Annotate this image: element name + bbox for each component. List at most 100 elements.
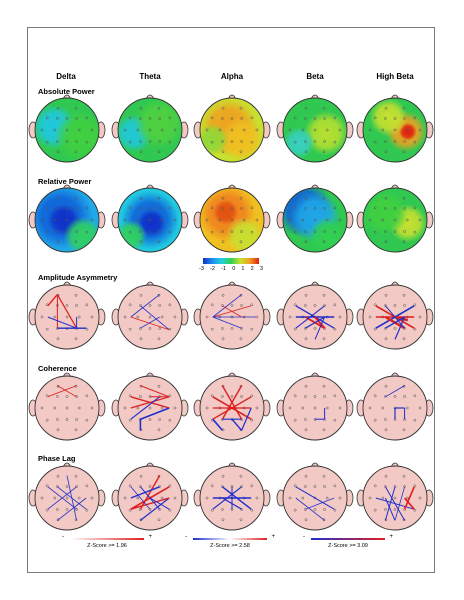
electrode bbox=[85, 206, 89, 210]
electrode bbox=[56, 150, 60, 154]
electrode bbox=[205, 496, 209, 500]
electrode bbox=[148, 218, 152, 222]
legend-caption: Z-Score >= 1.96 bbox=[87, 543, 127, 549]
electrode bbox=[240, 508, 243, 511]
electrode bbox=[128, 140, 132, 144]
electrode bbox=[293, 394, 297, 398]
head-relative-power-theta bbox=[111, 184, 189, 253]
electrode bbox=[373, 418, 377, 422]
electrode bbox=[221, 327, 224, 330]
electrode bbox=[90, 128, 94, 132]
electrode bbox=[405, 128, 409, 132]
legend-plus: + bbox=[148, 534, 152, 540]
electrode bbox=[313, 117, 317, 120]
electrode bbox=[323, 395, 326, 398]
head-outline bbox=[362, 375, 428, 441]
electrode bbox=[304, 474, 308, 478]
electrode bbox=[221, 518, 225, 522]
electrode bbox=[65, 128, 69, 132]
electrode bbox=[304, 418, 307, 421]
electrode bbox=[393, 230, 397, 233]
electrode bbox=[255, 406, 259, 410]
head-outline bbox=[282, 97, 348, 163]
electrode bbox=[322, 518, 326, 522]
electrode bbox=[77, 315, 81, 319]
electrode bbox=[301, 406, 305, 410]
electrode bbox=[123, 406, 127, 410]
electrode bbox=[239, 518, 243, 522]
connection-line bbox=[314, 316, 326, 340]
legend-gradient bbox=[311, 538, 385, 540]
electrode bbox=[240, 140, 243, 143]
electrode bbox=[139, 106, 143, 110]
electrode bbox=[173, 406, 177, 410]
electrode bbox=[77, 406, 81, 410]
electrode bbox=[158, 230, 161, 233]
electrode bbox=[90, 315, 94, 319]
head-coherence-high-beta bbox=[356, 372, 434, 441]
electrode bbox=[323, 230, 326, 233]
head-amplitude-asymmetry-high-beta bbox=[356, 281, 434, 350]
electrode bbox=[384, 428, 388, 432]
electrode bbox=[56, 240, 60, 244]
electrode bbox=[293, 140, 297, 144]
connection-line bbox=[212, 294, 242, 318]
band-header-theta: Theta bbox=[139, 72, 161, 81]
electrode bbox=[322, 106, 326, 110]
electrode bbox=[148, 327, 152, 330]
electrode bbox=[384, 418, 387, 421]
electrode bbox=[123, 128, 127, 132]
electrode bbox=[218, 218, 222, 222]
electrode bbox=[239, 240, 243, 244]
electrode bbox=[368, 496, 372, 500]
electrode bbox=[413, 327, 417, 331]
electrode bbox=[323, 485, 326, 488]
electrode bbox=[418, 218, 422, 222]
electrode bbox=[139, 474, 143, 478]
electrode bbox=[56, 337, 60, 341]
electrode bbox=[301, 496, 305, 500]
legend-plus: + bbox=[271, 534, 275, 540]
electrode bbox=[323, 304, 326, 307]
electrode bbox=[333, 230, 337, 234]
electrode bbox=[373, 484, 377, 488]
electrode bbox=[255, 496, 259, 500]
electrode bbox=[393, 207, 397, 210]
electrode bbox=[90, 496, 94, 500]
electrode bbox=[240, 207, 243, 210]
electrode bbox=[240, 117, 243, 120]
connection-line bbox=[212, 486, 242, 510]
electrode bbox=[65, 140, 69, 143]
electrode bbox=[40, 128, 44, 132]
electrode bbox=[65, 485, 69, 488]
electrode bbox=[139, 327, 142, 330]
electrode bbox=[65, 315, 69, 319]
electrode bbox=[381, 128, 385, 132]
connection-line bbox=[295, 305, 325, 329]
connection-line bbox=[384, 486, 396, 521]
electrode bbox=[333, 394, 337, 398]
electrode bbox=[402, 428, 406, 432]
head-outline bbox=[199, 465, 265, 531]
electrode bbox=[304, 304, 307, 307]
electrode bbox=[325, 218, 329, 222]
electrode bbox=[173, 315, 177, 319]
electrode bbox=[384, 508, 387, 511]
electrode bbox=[128, 394, 132, 398]
electrode bbox=[148, 140, 152, 143]
electrode bbox=[168, 116, 172, 120]
electrode bbox=[168, 508, 172, 512]
electrode bbox=[323, 117, 326, 120]
electrode bbox=[136, 496, 140, 500]
electrode bbox=[139, 207, 142, 210]
electrode bbox=[250, 394, 254, 398]
connection-line bbox=[394, 486, 405, 521]
electrode bbox=[418, 315, 422, 319]
electrode bbox=[381, 496, 385, 500]
electrode bbox=[90, 406, 94, 410]
scalp bbox=[283, 376, 347, 440]
electrode bbox=[250, 508, 254, 512]
electrode bbox=[221, 117, 224, 120]
connection-line bbox=[47, 486, 77, 510]
electrode bbox=[221, 304, 224, 307]
